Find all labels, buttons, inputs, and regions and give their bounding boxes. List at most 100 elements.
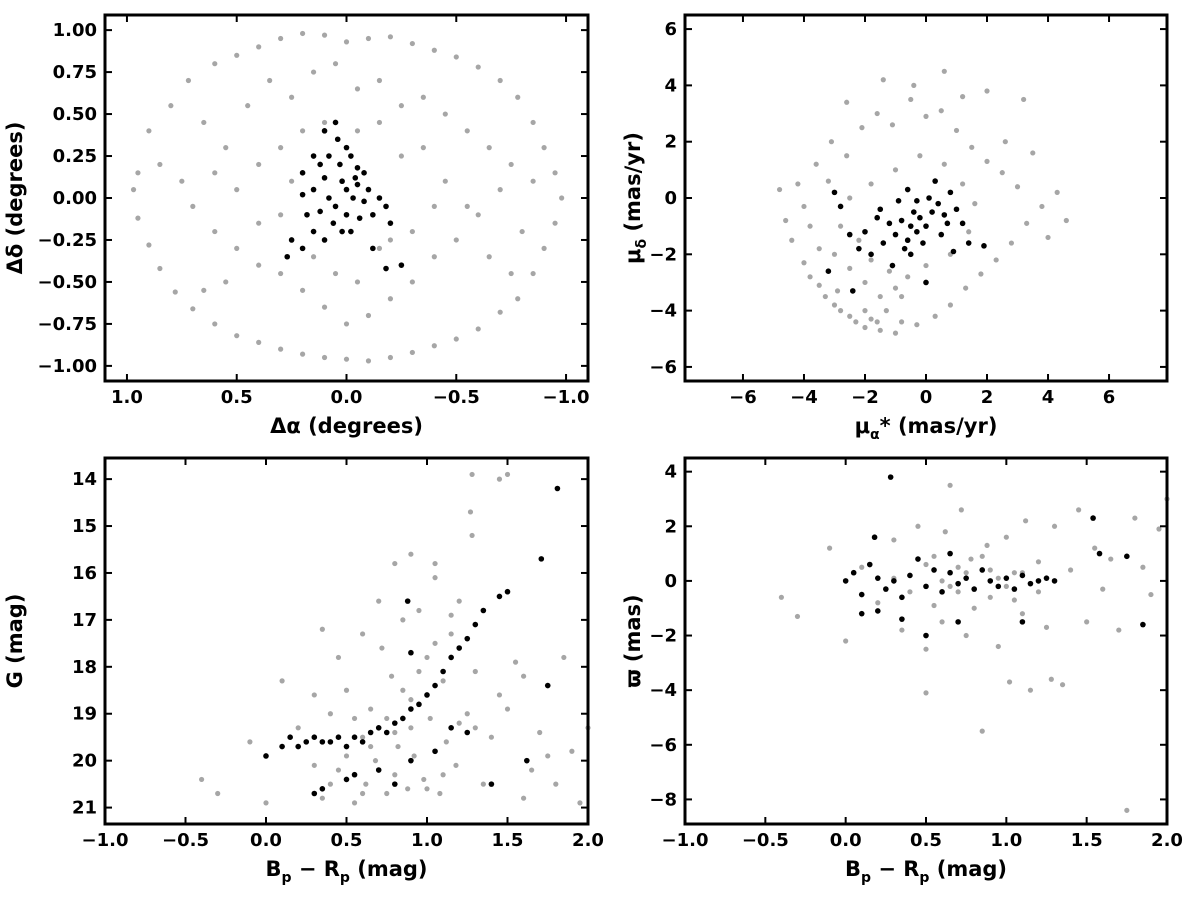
field-point <box>877 293 883 300</box>
x-tick-label: 2 <box>981 387 994 408</box>
y-axis-label: G (mag) <box>3 594 27 689</box>
y-tick-label: 1.00 <box>53 20 97 41</box>
field-point <box>376 598 382 604</box>
x-tick-label: 1.5 <box>1071 830 1103 851</box>
members-point <box>874 214 880 221</box>
x-tick-label: −0.5 <box>162 830 209 851</box>
members-point <box>504 588 511 595</box>
members-point <box>400 715 406 722</box>
field-point <box>960 94 966 100</box>
field-point <box>486 145 492 151</box>
field-point <box>1024 220 1030 226</box>
members-point <box>392 781 398 787</box>
members-point <box>319 786 326 792</box>
field-point <box>372 758 379 764</box>
x-tick-label: 0.0 <box>250 830 282 851</box>
field-point <box>868 316 874 322</box>
field-point <box>794 613 801 620</box>
members-point <box>891 578 897 584</box>
field-point <box>1108 556 1114 562</box>
y-tick-label: 2 <box>664 516 677 537</box>
field-point <box>354 86 361 92</box>
members-point <box>383 729 390 736</box>
members-point <box>326 195 332 201</box>
y-tick-label: 0 <box>664 571 677 592</box>
field-point <box>190 306 196 312</box>
members-point <box>880 240 887 246</box>
field-point <box>497 309 503 315</box>
panel-sky-position: 1.0 0.5 0.0 −0.5 −1.0 1.00 0.75 0.50 0.25 0.00 −0.… <box>3 13 590 438</box>
field-point <box>1006 679 1013 685</box>
members-point <box>907 251 914 258</box>
members-point <box>404 598 411 604</box>
members-point <box>348 228 354 235</box>
field-point <box>335 654 342 661</box>
y-tick-label: −0.75 <box>38 314 98 335</box>
field-point <box>911 82 917 88</box>
members-point <box>370 211 376 218</box>
members-point <box>524 757 530 764</box>
field-point <box>875 600 881 606</box>
field-point <box>146 128 152 134</box>
field-point <box>431 203 437 209</box>
x-tick-label: −0.5 <box>742 830 789 851</box>
members-point <box>825 268 832 275</box>
field-point <box>955 564 961 570</box>
members-point <box>895 198 902 204</box>
members-point <box>352 175 359 181</box>
field-point <box>541 145 547 151</box>
field-point <box>995 643 1001 650</box>
field-point <box>278 270 284 277</box>
field-point <box>1039 203 1045 210</box>
field-stars <box>199 471 591 806</box>
field-point <box>135 215 141 221</box>
members-point <box>335 734 342 740</box>
members-point <box>915 556 921 562</box>
members-point <box>375 767 382 773</box>
members-point <box>887 474 894 480</box>
field-point <box>376 119 383 126</box>
field-point <box>515 296 521 302</box>
field-point <box>354 279 361 285</box>
members-point <box>950 248 957 255</box>
y-tick-label: −2 <box>649 626 677 647</box>
field-point <box>453 762 459 768</box>
members-point <box>456 645 463 651</box>
field-point <box>488 734 494 740</box>
field-point <box>545 753 551 759</box>
field-point <box>363 781 369 787</box>
y-tick-label: −6 <box>649 735 677 756</box>
field-point <box>431 254 437 260</box>
members-point <box>929 209 935 215</box>
members-point <box>339 228 345 235</box>
members-point <box>408 649 414 656</box>
field-point <box>1014 184 1021 190</box>
field-point <box>416 607 422 614</box>
field-point <box>938 108 944 114</box>
field-point <box>1156 526 1162 532</box>
members-point <box>856 245 862 252</box>
field-point <box>267 77 273 84</box>
field-point <box>512 659 519 665</box>
field-point <box>923 113 929 119</box>
members-point <box>343 743 350 750</box>
field-point <box>469 532 475 539</box>
members-point <box>398 262 405 268</box>
field-point <box>432 575 438 581</box>
field-point <box>440 772 446 778</box>
members-point <box>480 607 487 614</box>
y-tick-label: 17 <box>72 610 97 631</box>
field-point <box>388 673 395 679</box>
field-point <box>508 270 514 277</box>
field-point <box>825 178 831 184</box>
field-point <box>908 96 914 103</box>
y-axis-label: Δδ (degrees) <box>3 122 27 275</box>
field-point <box>891 537 897 543</box>
x-tick-label: 0.5 <box>331 830 363 851</box>
field-point <box>157 161 163 168</box>
members-point <box>947 569 953 576</box>
field-point <box>421 776 427 783</box>
field-point <box>310 69 317 75</box>
members-point <box>837 203 844 210</box>
field-point <box>807 223 813 229</box>
